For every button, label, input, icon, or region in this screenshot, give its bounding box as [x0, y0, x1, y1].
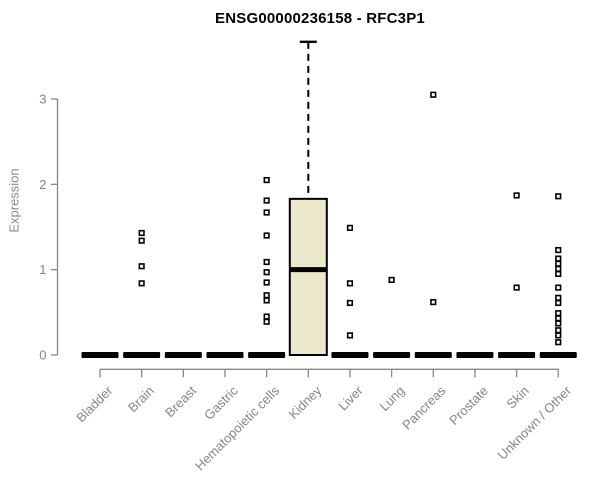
y-tick-label: 0 — [39, 348, 46, 363]
outlier-point-unknown-other — [555, 260, 562, 267]
y-tick-label: 2 — [39, 177, 46, 192]
outlier-point-unknown-other — [555, 310, 562, 317]
outlier-point-unknown-other — [555, 320, 562, 327]
outlier-point-hematopoietic-cells — [263, 279, 270, 286]
outlier-point-hematopoietic-cells — [263, 232, 270, 239]
outlier-point-unknown-other — [555, 284, 562, 291]
outlier-point-unknown-other — [555, 299, 562, 307]
outlier-point-hematopoietic-cells — [263, 197, 270, 204]
outlier-point-brain — [138, 237, 145, 244]
outlier-point-lung — [388, 276, 395, 284]
outlier-point-skin — [513, 284, 520, 291]
outlier-point-unknown-other — [555, 339, 562, 346]
outlier-point-brain — [138, 280, 145, 287]
outlier-point-skin — [513, 192, 520, 199]
outlier-point-unknown-other — [555, 270, 562, 278]
outlier-point-unknown-other — [555, 294, 562, 301]
outlier-point-unknown-other — [555, 246, 562, 254]
outlier-point-unknown-other — [555, 265, 562, 272]
zero-bar-skin — [498, 352, 536, 358]
y-tick-label: 1 — [39, 262, 46, 277]
zero-bar-gastric — [206, 352, 244, 358]
zero-bar-prostate — [456, 352, 494, 358]
outlier-point-hematopoietic-cells — [263, 176, 270, 184]
outlier-point-pancreas — [430, 91, 437, 98]
outlier-point-hematopoietic-cells — [263, 318, 270, 325]
outlier-point-liver — [346, 280, 354, 287]
outlier-point-liver — [346, 224, 354, 231]
outlier-point-unknown-other — [555, 255, 562, 262]
outlier-point-hematopoietic-cells — [263, 297, 270, 304]
zero-bar-hematopoietic-cells — [248, 352, 286, 358]
y-tick-label: 3 — [39, 92, 46, 107]
outlier-point-hematopoietic-cells — [263, 258, 270, 266]
chart-title: ENSG00000236158 - RFC3P1 — [215, 10, 425, 27]
zero-bar-bladder — [81, 352, 119, 358]
outlier-point-pancreas — [430, 298, 437, 306]
outlier-point-liver — [346, 299, 354, 307]
outlier-point-unknown-other — [555, 332, 562, 339]
zero-bar-liver — [331, 352, 369, 358]
zero-bar-breast — [164, 352, 202, 358]
zero-bar-pancreas — [414, 352, 452, 358]
outlier-point-hematopoietic-cells — [263, 209, 270, 216]
outlier-point-liver — [346, 332, 354, 339]
outlier-point-hematopoietic-cells — [263, 269, 270, 276]
outlier-point-unknown-other — [555, 193, 562, 200]
outlier-point-unknown-other — [555, 315, 562, 322]
outlier-point-unknown-other — [555, 327, 562, 334]
outlier-point-brain — [138, 229, 145, 237]
outlier-point-hematopoietic-cells — [263, 292, 270, 299]
outlier-point-brain — [138, 263, 145, 270]
outlier-point-hematopoietic-cells — [263, 313, 270, 320]
zero-bar-unknown-other — [539, 352, 577, 358]
zero-bar-brain — [123, 352, 161, 358]
zero-bar-lung — [373, 352, 411, 358]
box-kidney — [288, 197, 328, 356]
